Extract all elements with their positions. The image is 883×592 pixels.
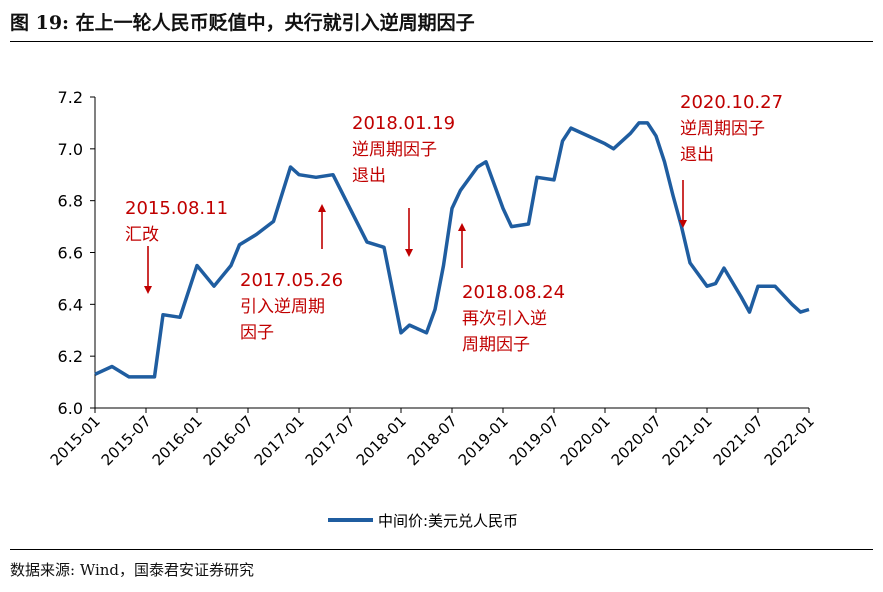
source-note: 数据来源: Wind，国泰君安证券研究 <box>10 561 255 579</box>
annotation-date: 2018.08.24 <box>462 282 565 303</box>
annotation-text: 引入逆周期 <box>240 297 325 317</box>
x-tick-label: 2020-01 <box>557 412 614 469</box>
x-tick-label: 2020-07 <box>608 412 665 469</box>
legend-label: 中间价:美元兑人民币 <box>378 512 518 530</box>
annotation-text: 再次引入逆 <box>462 309 547 329</box>
x-tick-label: 2021-07 <box>710 412 767 469</box>
y-tick-label: 6.8 <box>58 192 83 211</box>
annotation-text: 周期因子 <box>462 335 530 355</box>
x-tick-label: 2018-01 <box>353 412 410 469</box>
x-tick-label: 2018-07 <box>404 412 461 469</box>
x-tick-label: 2016-01 <box>149 412 206 469</box>
annotations-layer: 2015.08.11 汇改 2017.05.26 引入逆周期因子 2018.01.19 逆… <box>125 92 783 355</box>
y-tick-label: 6.0 <box>58 399 83 418</box>
x-tick-label: 2021-01 <box>659 412 716 469</box>
title-rule <box>10 41 873 42</box>
annotation-text: 因子 <box>240 323 274 343</box>
x-tick-label: 2015-01 <box>47 412 104 469</box>
annotation-text: 逆周期因子 <box>680 119 765 139</box>
legend: 中间价:美元兑人民币 <box>328 512 518 530</box>
series-layer <box>94 121 810 379</box>
annotation-date: 2017.05.26 <box>240 270 343 291</box>
series-line <box>94 121 810 379</box>
y-tick-label: 6.6 <box>58 244 83 263</box>
annotation-text: 汇改 <box>125 225 159 245</box>
annotation-date: 2020.10.27 <box>680 92 783 113</box>
x-tick-label: 2019-07 <box>506 412 563 469</box>
x-tick-label: 2015-07 <box>98 412 155 469</box>
y-tick-label: 6.2 <box>58 347 83 366</box>
x-tick-label: 2022-01 <box>761 412 818 469</box>
x-tick-label: 2017-01 <box>251 412 308 469</box>
y-tick-label: 6.4 <box>58 295 83 314</box>
x-tick-label: 2016-07 <box>200 412 257 469</box>
annotation-2015.08.11: 2015.08.11 汇改 <box>125 198 228 294</box>
annotation-date: 2015.08.11 <box>125 198 228 219</box>
line-chart: 6.06.26.46.66.87.07.22015-012015-072016-… <box>47 88 818 530</box>
figure-title: 图 19: 在上一轮人民币贬值中，央行就引入逆周期因子 <box>10 12 475 34</box>
y-tick-label: 7.2 <box>58 88 83 107</box>
annotation-text: 退出 <box>352 166 386 186</box>
x-tick-label: 2019-01 <box>455 412 512 469</box>
x-tick-label: 2017-07 <box>302 412 359 469</box>
y-tick-label: 7.0 <box>58 140 83 159</box>
annotation-text: 逆周期因子 <box>352 140 437 160</box>
annotation-2017.05.26: 2017.05.26 引入逆周期因子 <box>240 204 343 343</box>
annotation-text: 退出 <box>680 145 714 165</box>
source-rule <box>10 549 873 550</box>
annotation-date: 2018.01.19 <box>352 113 455 134</box>
